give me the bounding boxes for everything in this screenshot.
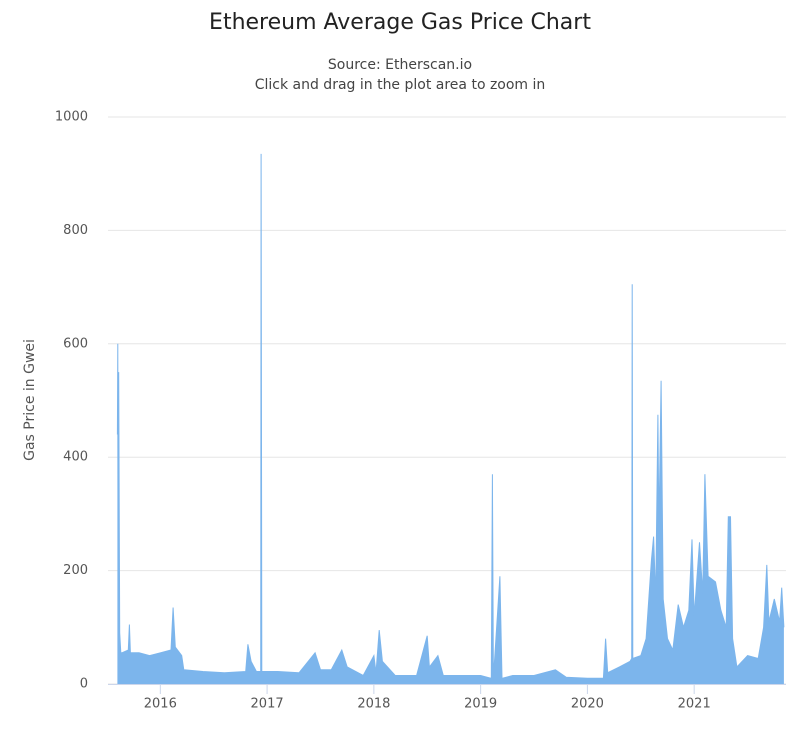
y-tick-label: 200 [63,563,88,578]
x-tick-label: 2017 [251,697,284,712]
chart-title: Ethereum Average Gas Price Chart [209,10,591,35]
area-fill [117,153,784,684]
y-tick-label: 400 [63,450,88,465]
x-tick-label: 2019 [464,697,497,712]
y-tick-label: 1000 [55,110,88,125]
chart-subtitle: Click and drag in the plot area to zoom … [255,77,546,93]
y-tick-label: 600 [63,336,88,351]
x-tick-label: 2020 [571,697,604,712]
x-tick-label: 2021 [678,697,711,712]
chart-subtitle: Source: Etherscan.io [328,57,472,73]
series-line [116,153,785,679]
y-tick-label: 800 [63,223,88,238]
x-tick-label: 2016 [144,697,177,712]
y-tick-label: 0 [80,677,88,692]
x-tick-label: 2018 [357,697,390,712]
y-axis-label: Gas Price in Gwei [22,339,38,461]
